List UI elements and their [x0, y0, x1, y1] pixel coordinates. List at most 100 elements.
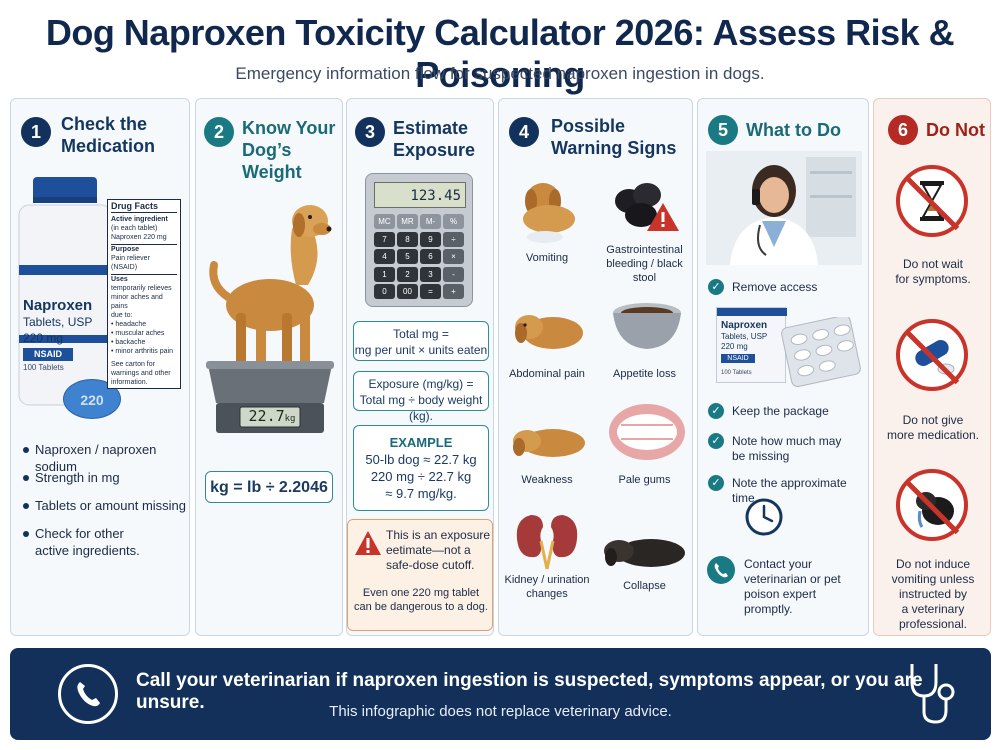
- calculator-key: %: [443, 214, 464, 229]
- bullet-item: Check for other active ingredients.: [35, 526, 140, 558]
- black-stool-warning-icon: [615, 183, 679, 231]
- calculator-key: 7: [374, 231, 395, 247]
- step-4-number: 4: [509, 117, 539, 147]
- calculator-key: 00: [397, 284, 418, 299]
- sign-label: Gastrointestinal bleeding / black stool: [606, 244, 683, 284]
- action-remove-access: Remove access: [732, 280, 818, 294]
- step-3-heading: Estimate Exposure: [393, 118, 476, 160]
- sign-label: Abdominal pain: [509, 368, 585, 380]
- footer-main-text: Call your veterinarian if naproxen inges…: [136, 670, 923, 713]
- step-6-heading: Do Not: [926, 120, 985, 140]
- calculator-key: ÷: [443, 231, 464, 247]
- phone-icon: [58, 664, 118, 724]
- dog-on-scale-icon: [206, 205, 334, 433]
- calculator-key: =: [420, 284, 441, 299]
- calculator-key: 6: [420, 249, 441, 264]
- calculator-key: 5: [397, 249, 418, 264]
- bottle-line2: Tablets, USP: [23, 315, 93, 329]
- sign-label: Collapse: [623, 580, 666, 592]
- action-keep-package: Keep the package: [732, 404, 829, 418]
- pale-gums-icon: [609, 404, 685, 460]
- step-2-panel: 2 Know Your Dog’s Weight 22.7kg kg = lb ÷…: [195, 98, 343, 636]
- calculator-key: M-: [420, 214, 441, 229]
- bottle-name: Naproxen: [23, 297, 93, 314]
- clock-icon: [745, 498, 783, 536]
- sign-label: Kidney / urination changes: [504, 574, 590, 600]
- bottle-strength: 220 mg: [23, 331, 64, 345]
- step-5-heading: What to Do: [746, 120, 841, 140]
- scale-reading: 22.7kg: [248, 407, 296, 425]
- calculator-key: 9: [420, 231, 441, 247]
- action-contact-vet: Contact your veterinarian or pet poison …: [744, 557, 841, 616]
- step-6-panel: 6 Do Not Do not wait for symptoms. Do not…: [873, 98, 991, 636]
- step-1-panel: 1 Check the Medication Naproxen Tablets, …: [10, 98, 190, 636]
- food-bowl-icon: [613, 303, 681, 349]
- medication-bottle-icon: [18, 177, 112, 406]
- step-3-number: 3: [355, 117, 385, 147]
- sign-label: Appetite loss: [613, 368, 676, 380]
- no-induced-vomiting-icon: [896, 469, 968, 541]
- weight-formula: kg = lb ÷ 2.2046: [205, 471, 333, 503]
- weak-dog-icon: [513, 429, 585, 457]
- no-medication-icon: [896, 319, 968, 391]
- bullet-item: Strength in mg: [35, 470, 120, 485]
- sign-label: Pale gums: [618, 474, 671, 486]
- do-not-item: Do not wait for symptoms.: [895, 257, 971, 286]
- step-2-heading: Know Your Dog’s Weight: [242, 118, 336, 182]
- calculator-key: 3: [420, 266, 441, 282]
- bullet-item: Tablets or amount missing: [35, 498, 187, 513]
- warning-text: This is an exposure eetimate—not a safe-…: [386, 528, 491, 572]
- calculator-key: MR: [397, 214, 418, 229]
- sign-label: Vomiting: [525, 252, 569, 264]
- check-icon: ✓: [708, 279, 724, 295]
- medication-box-icon: Naproxen Tablets, USP 220 mg NSAID 100 T…: [716, 307, 787, 383]
- vomiting-dog-icon: [523, 183, 575, 243]
- step-1-number: 1: [21, 117, 51, 147]
- calculator-key: -: [443, 266, 464, 282]
- footer-banner: Call your veterinarian if naproxen inges…: [10, 648, 991, 740]
- drug-facts-label: Drug Facts Active ingredient (in each ta…: [107, 199, 181, 389]
- step-4-panel: 4 Possible Warning Signs Vomiting Gastroi…: [498, 98, 693, 636]
- step-3-panel: 3 Estimate Exposure 123.45 MC MR M-% 7 8 9 ÷ 4 5 6…: [346, 98, 494, 636]
- bottle-count: 100 Tablets: [23, 363, 64, 372]
- page-title: Dog Naproxen Toxicity Calculator 2026: A…: [45, 12, 955, 95]
- blister-pack-icon: [781, 317, 861, 388]
- step-4-heading: Possible Warning Signs: [551, 116, 677, 158]
- do-not-item: Do not induce vomiting unless instructed…: [891, 557, 975, 631]
- bullet-item: Naproxen / naproxen sodium: [35, 442, 157, 474]
- collapsed-dog-icon: [604, 539, 685, 567]
- calculator-display: 123.45: [374, 182, 466, 208]
- calculator-key: ×: [443, 249, 464, 264]
- page-subtitle: Emergency information flow for suspected…: [235, 64, 765, 83]
- footer-disclaimer: This infographic does not replace veteri…: [329, 703, 672, 720]
- veterinarian-on-phone-icon: [706, 151, 862, 265]
- check-icon: ✓: [708, 475, 724, 491]
- kidneys-icon: [516, 515, 578, 570]
- no-waiting-icon: [896, 165, 968, 237]
- check-icon: ✓: [708, 433, 724, 449]
- total-mg-formula: Total mg = mg per unit × units eaten: [353, 321, 489, 361]
- action-note-amount: Note how much may be missing: [732, 434, 842, 463]
- calculator-key: 4: [374, 249, 395, 264]
- exposure-warning-box: This is an exposure eetimate—not a safe-…: [347, 519, 493, 631]
- calculator-key: 2: [397, 266, 418, 282]
- phone-icon: [707, 556, 735, 584]
- action-note-time: Note the approximate time: [732, 476, 847, 505]
- check-icon: ✓: [708, 403, 724, 419]
- step-2-number: 2: [204, 117, 234, 147]
- calculator-key: +: [443, 284, 464, 299]
- warning-triangle-icon: [355, 531, 381, 555]
- calculator-key: 1: [374, 266, 395, 282]
- calculator-key: 0: [374, 284, 395, 299]
- stethoscope-icon: [910, 664, 955, 724]
- calculator-key: 8: [397, 231, 418, 247]
- calculator-key: MC: [374, 214, 395, 229]
- step-1-heading: Check the Medication: [61, 114, 156, 156]
- step-5-number: 5: [708, 115, 738, 145]
- bottle-badge: NSAID: [23, 348, 73, 361]
- step-6-number: 6: [888, 115, 918, 145]
- do-not-item: Do not give more medication.: [886, 413, 980, 442]
- abdominal-pain-dog-icon: [515, 315, 583, 349]
- exposure-formula: Exposure (mg/kg) = Total mg ÷ body weight…: [353, 371, 489, 423]
- example-box: EXAMPLE 50-lb dog ≈ 22.7 kg 220 mg ÷ 22.…: [353, 425, 489, 511]
